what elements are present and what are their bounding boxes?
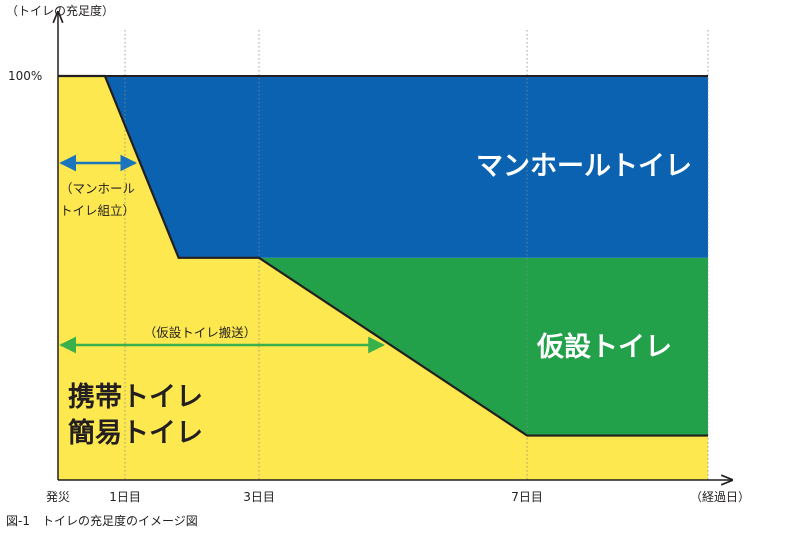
- x-tick-label: 3日目: [243, 490, 275, 504]
- manhole-toilet-area: [104, 76, 708, 258]
- figure-caption: 図-1 トイレの充足度のイメージ図: [6, 514, 198, 528]
- y-tick-100: 100%: [8, 69, 42, 83]
- annotation-label: （マンホールトイレ組立）: [60, 181, 135, 218]
- portable-toilet-area: [58, 76, 708, 480]
- annotation-label: （仮設トイレ搬送）: [144, 325, 257, 340]
- x-tick-label: 発災: [46, 490, 70, 504]
- series-label: マンホールトイレ: [476, 151, 692, 182]
- y-axis-label: （トイレの充足度）: [6, 3, 114, 18]
- x-tick-label: 7日目: [511, 490, 543, 504]
- temporary-toilet-area: [259, 257, 708, 436]
- series-label: 携帯トイレ簡易トイレ: [68, 381, 203, 449]
- x-tick-label: 1日目: [109, 490, 141, 504]
- series-label: 仮設トイレ: [536, 331, 672, 363]
- x-axis-label: （経過日）: [690, 490, 750, 504]
